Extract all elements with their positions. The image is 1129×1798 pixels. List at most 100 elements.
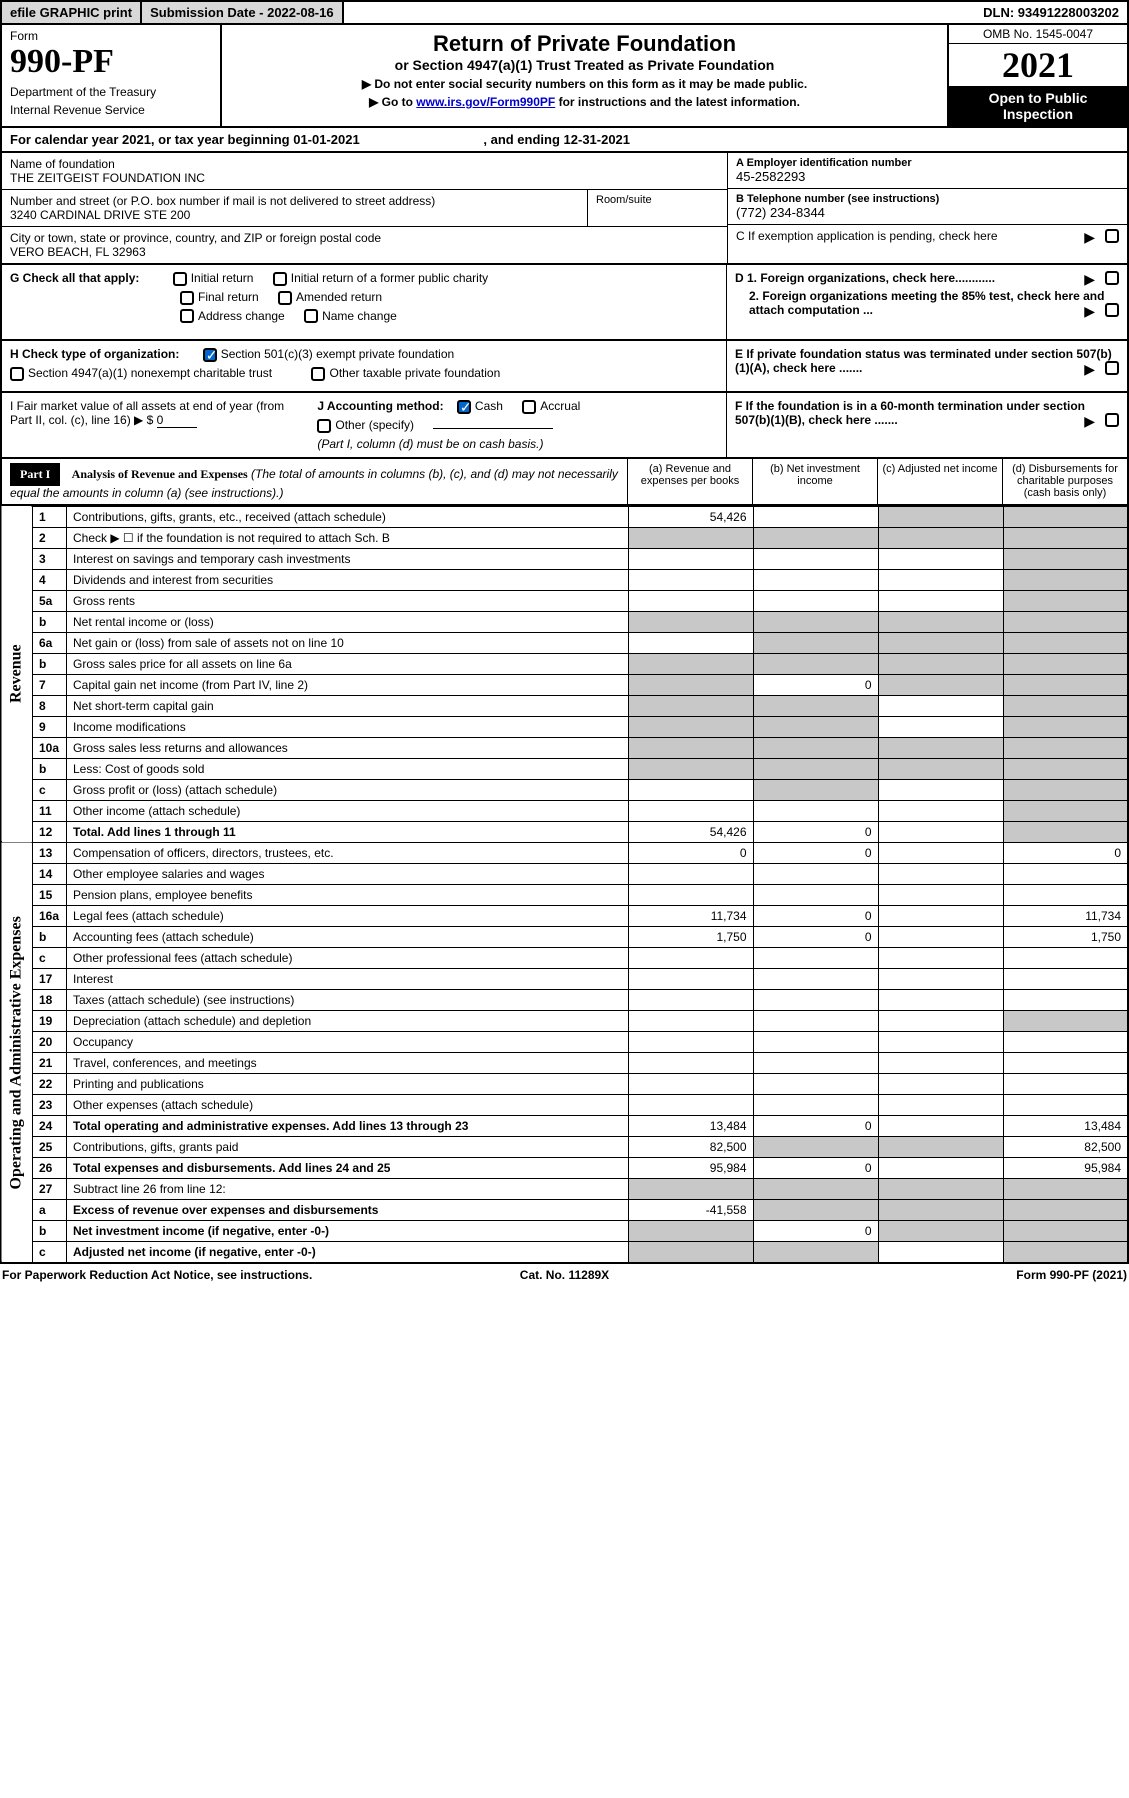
line-number: 7 bbox=[33, 674, 67, 695]
other-taxable-checkbox[interactable] bbox=[311, 367, 325, 381]
form-title: Return of Private Foundation bbox=[228, 31, 941, 57]
accrual-checkbox[interactable] bbox=[522, 400, 536, 414]
calendar-year-row: For calendar year 2021, or tax year begi… bbox=[0, 128, 1129, 153]
irs-link[interactable]: www.irs.gov/Form990PF bbox=[416, 95, 555, 109]
amount-cell bbox=[628, 1010, 753, 1031]
final-return-checkbox[interactable] bbox=[180, 291, 194, 305]
address-change-checkbox[interactable] bbox=[180, 309, 194, 323]
h-label: H Check type of organization: bbox=[10, 347, 179, 361]
exemption-checkbox[interactable] bbox=[1105, 229, 1119, 243]
amount-cell bbox=[878, 632, 1003, 653]
amount-cell bbox=[878, 758, 1003, 779]
amount-cell bbox=[878, 674, 1003, 695]
cat-number: Cat. No. 11289X bbox=[377, 1268, 752, 1282]
amended-return-checkbox[interactable] bbox=[278, 291, 292, 305]
table-row: Operating and Administrative Expenses13C… bbox=[1, 842, 1128, 863]
name-change-checkbox[interactable] bbox=[304, 309, 318, 323]
line-number: 2 bbox=[33, 527, 67, 548]
amount-cell bbox=[628, 527, 753, 548]
amount-cell bbox=[1003, 968, 1128, 989]
form-label: Form bbox=[10, 29, 212, 43]
amount-cell bbox=[1003, 821, 1128, 842]
amount-cell bbox=[753, 695, 878, 716]
line-description: Total operating and administrative expen… bbox=[67, 1115, 629, 1136]
d2-checkbox[interactable] bbox=[1105, 303, 1119, 317]
amount-cell bbox=[1003, 611, 1128, 632]
line-description: Depreciation (attach schedule) and deple… bbox=[67, 1010, 629, 1031]
d1-checkbox[interactable] bbox=[1105, 271, 1119, 285]
line-number: b bbox=[33, 926, 67, 947]
line-description: Gross sales less returns and allowances bbox=[67, 737, 629, 758]
amount-cell bbox=[628, 758, 753, 779]
other-method-checkbox[interactable] bbox=[317, 419, 331, 433]
section-i-j-f: I Fair market value of all assets at end… bbox=[0, 393, 1129, 459]
amount-cell bbox=[1003, 1031, 1128, 1052]
amount-cell bbox=[878, 1157, 1003, 1178]
g-label: G Check all that apply: bbox=[10, 271, 139, 285]
amount-cell: 11,734 bbox=[628, 905, 753, 926]
table-row: 11Other income (attach schedule) bbox=[1, 800, 1128, 821]
initial-public-checkbox[interactable] bbox=[273, 272, 287, 286]
line-description: Taxes (attach schedule) (see instruction… bbox=[67, 989, 629, 1010]
table-row: aExcess of revenue over expenses and dis… bbox=[1, 1199, 1128, 1220]
amount-cell bbox=[753, 968, 878, 989]
part1-table: Revenue1Contributions, gifts, grants, et… bbox=[0, 506, 1129, 1264]
line-description: Interest on savings and temporary cash i… bbox=[67, 548, 629, 569]
amount-cell: 11,734 bbox=[1003, 905, 1128, 926]
amount-cell bbox=[878, 611, 1003, 632]
amount-cell bbox=[628, 548, 753, 569]
submission-date: Submission Date - 2022-08-16 bbox=[142, 2, 344, 23]
cash-checkbox[interactable] bbox=[457, 400, 471, 414]
line-description: Check ▶ ☐ if the foundation is not requi… bbox=[67, 527, 629, 548]
line-description: Capital gain net income (from Part IV, l… bbox=[67, 674, 629, 695]
f-checkbox[interactable] bbox=[1105, 413, 1119, 427]
amount-cell bbox=[1003, 506, 1128, 527]
amount-cell bbox=[753, 779, 878, 800]
amount-cell bbox=[1003, 1094, 1128, 1115]
line-number: 13 bbox=[33, 842, 67, 863]
part1-tag: Part I bbox=[10, 463, 60, 486]
line-number: 21 bbox=[33, 1052, 67, 1073]
initial-return-checkbox[interactable] bbox=[173, 272, 187, 286]
table-row: 16aLegal fees (attach schedule)11,734011… bbox=[1, 905, 1128, 926]
line-number: c bbox=[33, 779, 67, 800]
4947-checkbox[interactable] bbox=[10, 367, 24, 381]
amount-cell bbox=[628, 674, 753, 695]
efile-button[interactable]: efile GRAPHIC print bbox=[2, 2, 142, 23]
amount-cell bbox=[1003, 884, 1128, 905]
line-description: Compensation of officers, directors, tru… bbox=[67, 842, 629, 863]
e-checkbox[interactable] bbox=[1105, 361, 1119, 375]
amount-cell bbox=[878, 968, 1003, 989]
amount-cell bbox=[1003, 632, 1128, 653]
cash-basis-note: (Part I, column (d) must be on cash basi… bbox=[317, 437, 543, 451]
501c3-checkbox[interactable] bbox=[203, 348, 217, 362]
amount-cell bbox=[753, 884, 878, 905]
amount-cell bbox=[878, 590, 1003, 611]
amount-cell bbox=[878, 1115, 1003, 1136]
amount-cell bbox=[628, 611, 753, 632]
table-row: 24Total operating and administrative exp… bbox=[1, 1115, 1128, 1136]
line-number: 4 bbox=[33, 569, 67, 590]
f-label: F If the foundation is in a 60-month ter… bbox=[735, 399, 1085, 427]
amount-cell bbox=[1003, 1199, 1128, 1220]
amount-cell: 1,750 bbox=[1003, 926, 1128, 947]
exemption-pending-label: C If exemption application is pending, c… bbox=[736, 229, 998, 243]
line-number: b bbox=[33, 611, 67, 632]
amount-cell bbox=[1003, 527, 1128, 548]
amount-cell bbox=[753, 716, 878, 737]
addr-label: Number and street (or P.O. box number if… bbox=[10, 194, 579, 208]
amount-cell: 0 bbox=[753, 926, 878, 947]
amount-cell: -41,558 bbox=[628, 1199, 753, 1220]
amount-cell bbox=[878, 1241, 1003, 1263]
line-description: Accounting fees (attach schedule) bbox=[67, 926, 629, 947]
table-row: bNet investment income (if negative, ent… bbox=[1, 1220, 1128, 1241]
amount-cell bbox=[1003, 674, 1128, 695]
line-description: Net rental income or (loss) bbox=[67, 611, 629, 632]
irs-label: Internal Revenue Service bbox=[10, 103, 212, 117]
line-number: a bbox=[33, 1199, 67, 1220]
table-row: cAdjusted net income (if negative, enter… bbox=[1, 1241, 1128, 1263]
top-bar: efile GRAPHIC print Submission Date - 20… bbox=[0, 0, 1129, 25]
amount-cell bbox=[878, 1031, 1003, 1052]
line-number: 6a bbox=[33, 632, 67, 653]
table-row: 8Net short-term capital gain bbox=[1, 695, 1128, 716]
